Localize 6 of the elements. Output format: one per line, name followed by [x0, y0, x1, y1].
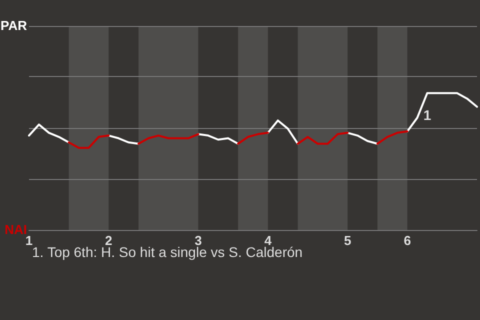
x-tick-label: 6: [404, 233, 411, 248]
x-tick-label: 1: [25, 233, 33, 248]
text: NAI: [4, 222, 27, 237]
x-tick-label: 5: [344, 233, 352, 248]
text: PAR: [0, 18, 28, 33]
annotation: 1: [423, 107, 432, 124]
